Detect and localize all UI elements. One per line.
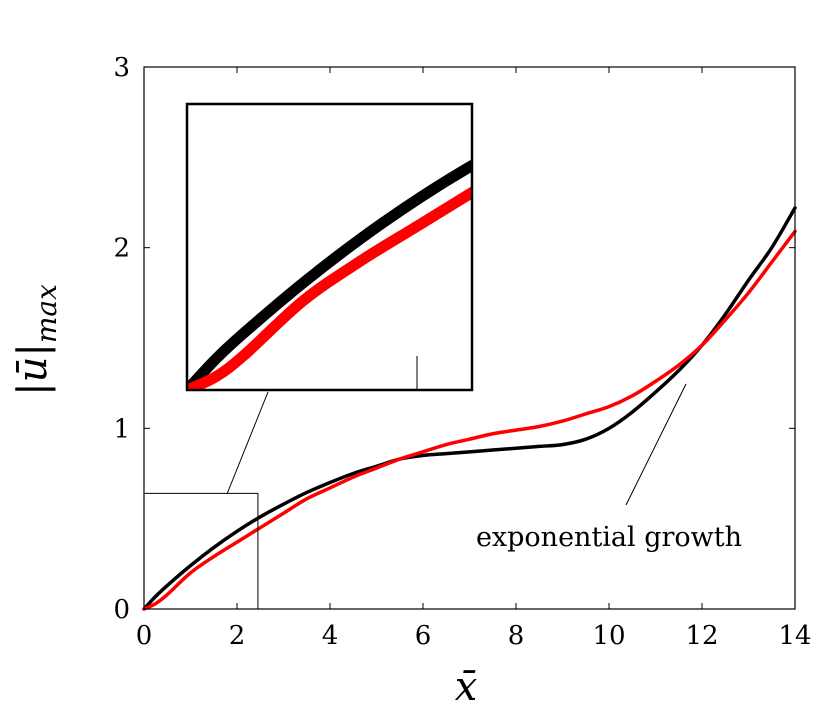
y-tick-label: 3 [113, 53, 130, 83]
svg-text:x̄: x̄ [455, 664, 478, 710]
x-axis-ticks: 0 2 4 6 8 10 12 14 [136, 67, 812, 651]
series-line-1 [142, 229, 797, 611]
x-tick-label: 2 [229, 621, 246, 651]
inset-series-group [187, 159, 472, 390]
x-tick-label: 0 [136, 621, 153, 651]
annotation-label: exponential growth [476, 522, 742, 553]
x-tick-label: 4 [322, 621, 339, 651]
x-axis-label: x̄ [455, 664, 478, 710]
inset-series-line-1 [187, 186, 472, 390]
plot-frame [143, 66, 796, 610]
x-tick-label: 8 [508, 621, 525, 651]
x-tick-label: 6 [415, 621, 432, 651]
y-axis-label: |ū|max [10, 284, 63, 396]
zoom-connector-line [226, 391, 269, 495]
annotation-arrow-line [625, 383, 687, 506]
y-tick-label: 2 [113, 234, 130, 264]
svg-text:|ū|max: |ū|max [10, 284, 63, 396]
inset-frame [185, 102, 474, 392]
x-tick-label: 10 [592, 621, 625, 651]
main-series-group [142, 206, 797, 611]
y-axis-ticks: 0 1 2 3 [113, 53, 795, 625]
zoom-region-box [143, 492, 259, 610]
y-tick-label: 0 [113, 595, 130, 625]
x-tick-label: 14 [778, 621, 811, 651]
x-tick-label: 12 [685, 621, 718, 651]
series-line-0 [142, 206, 797, 611]
inset-series-line-0 [187, 159, 472, 390]
y-tick-label: 1 [113, 414, 130, 444]
